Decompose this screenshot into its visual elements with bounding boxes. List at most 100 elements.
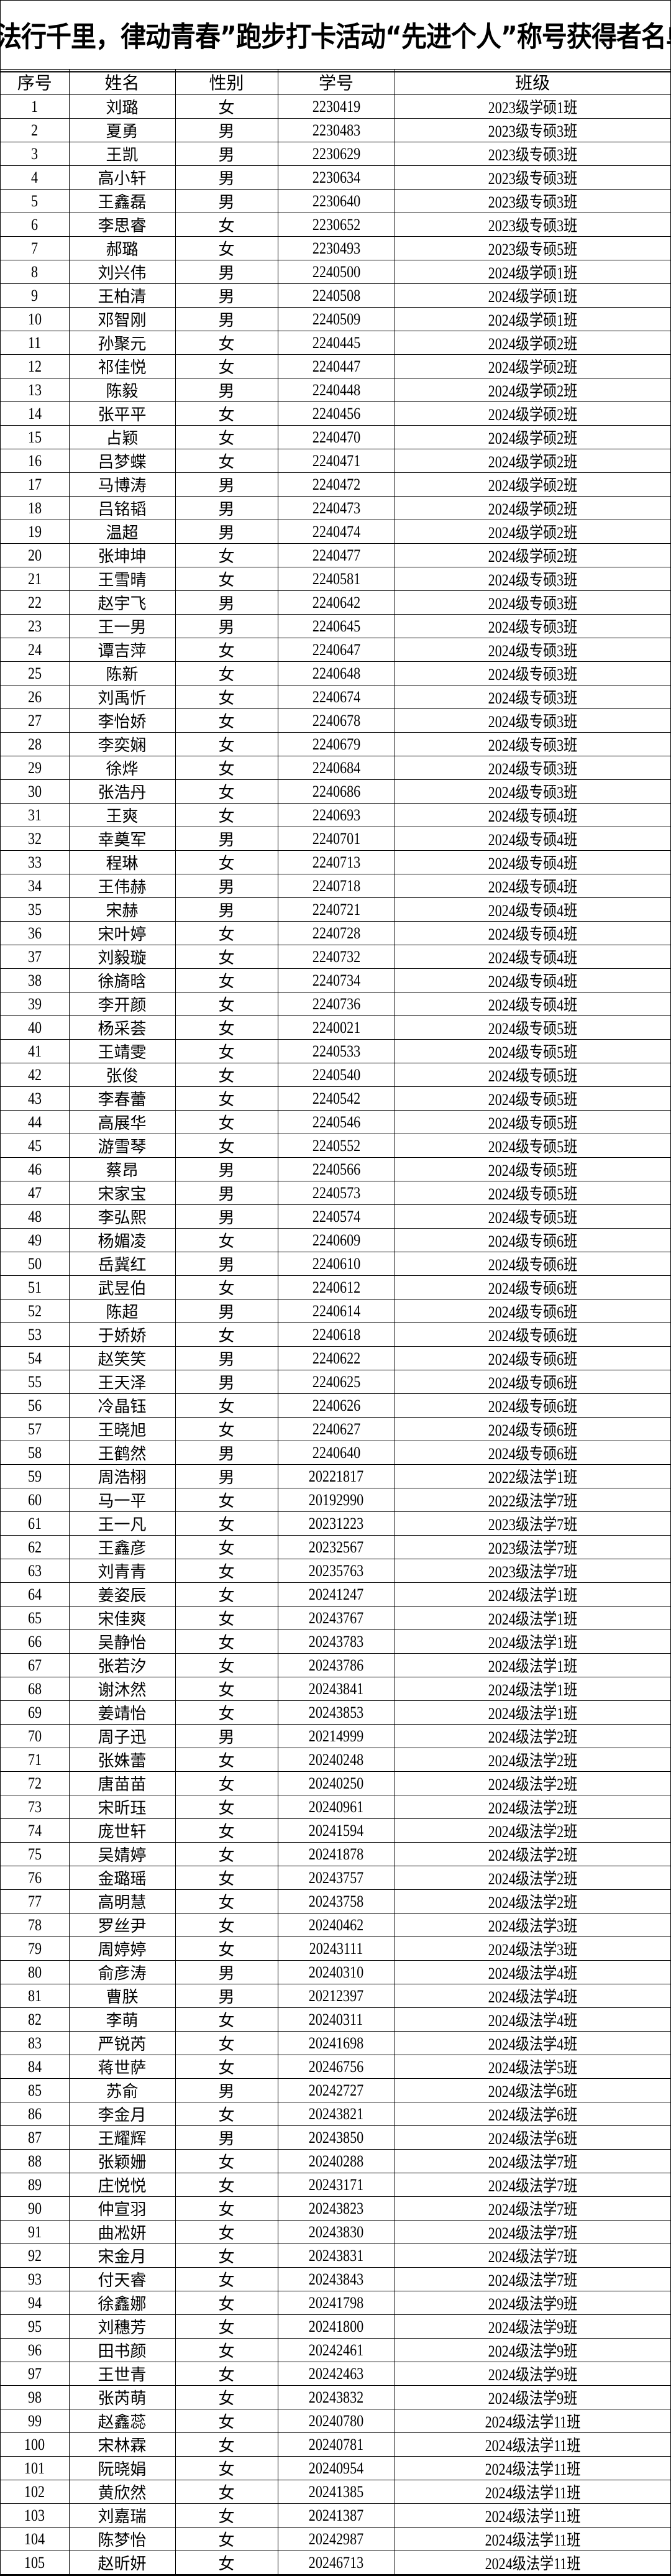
cell-gender: 男 xyxy=(175,897,278,922)
cell-student-id-text: 2240647 xyxy=(312,640,360,659)
cell-student-id-text: 2240674 xyxy=(312,687,360,706)
cell-gender: 男 xyxy=(175,1252,278,1276)
cell-index-text: 2 xyxy=(31,121,39,139)
cell-name: 吕铭韬 xyxy=(68,496,176,520)
cell-gender: 女 xyxy=(175,2527,278,2551)
cell-class-text: 2024级法学1班 xyxy=(488,1705,578,1723)
cell-gender-text: 男 xyxy=(218,1728,235,1746)
cell-gender-text: 女 xyxy=(218,855,235,873)
cell-gender-text: 女 xyxy=(218,2437,235,2455)
cell-class: 2024级专硕5班 xyxy=(394,1086,670,1111)
cell-student-id: 20241387 xyxy=(277,2503,395,2528)
cell-name-text: 黄欣然 xyxy=(98,2484,147,2502)
cell-gender-text: 女 xyxy=(218,666,235,684)
cell-gender-text: 男 xyxy=(218,1374,235,1392)
cell-name-text: 王爽 xyxy=(106,807,139,825)
cell-gender: 女 xyxy=(175,2480,278,2504)
cell-name-text: 吕梦蝶 xyxy=(98,453,147,471)
table-row: 53 于娇娇 女 2240618 2024级专硕6班 xyxy=(1,1322,670,1347)
cell-name-text: 游雪琴 xyxy=(98,1138,147,1156)
cell-student-id-text: 20241878 xyxy=(308,1845,364,1863)
cell-student-id-text: 20243171 xyxy=(308,2175,364,2194)
cell-name-text: 王凯 xyxy=(106,146,139,164)
cell-class-text: 2023级法学7班 xyxy=(488,1563,578,1581)
cell-student-id-text: 20243841 xyxy=(308,1679,364,1698)
cell-student-id: 20242461 xyxy=(277,2338,395,2362)
cell-name-text: 杨采荟 xyxy=(98,1020,147,1038)
cell-class-text: 2024级法学2班 xyxy=(488,1728,578,1746)
table-row: 1 刘璐 女 2230419 2023级学硕1班 xyxy=(1,94,670,119)
cell-index: 43 xyxy=(1,1086,70,1111)
cell-student-id: 2240684 xyxy=(277,756,395,780)
cell-name-text: 王伟赫 xyxy=(98,878,147,896)
table-row: 89 庄悦悦 女 20243171 2024级法学7班 xyxy=(1,2173,670,2197)
cell-gender: 女 xyxy=(175,567,278,591)
cell-class: 2024级专硕5班 xyxy=(394,1181,670,1205)
cell-index-text: 88 xyxy=(27,2152,42,2170)
cell-name-text: 张姝蕾 xyxy=(98,1752,147,1770)
cell-gender-text: 男 xyxy=(218,595,235,613)
cell-student-id: 20243767 xyxy=(277,1606,395,1630)
cell-gender-text: 男 xyxy=(218,122,235,140)
table-row: 34 王伟赫 男 2240718 2024级专硕4班 xyxy=(1,874,670,898)
cell-index-text: 53 xyxy=(27,1325,42,1344)
cell-index: 8 xyxy=(1,260,70,284)
cell-gender: 男 xyxy=(175,1464,278,1488)
cell-class: 2024级法学11班 xyxy=(394,2456,670,2480)
cell-student-id-text: 20243758 xyxy=(308,1892,364,1910)
cell-student-id-text: 20241247 xyxy=(308,1585,364,1603)
cell-name-text: 苏俞 xyxy=(106,2083,139,2101)
cell-class-text: 2024级法学9班 xyxy=(488,2366,578,2384)
cell-index-text: 6 xyxy=(31,215,39,234)
cell-index: 1 xyxy=(1,94,70,119)
cell-index-text: 9 xyxy=(31,286,39,305)
cell-name: 徐鑫娜 xyxy=(68,2291,176,2315)
cell-gender: 男 xyxy=(175,1346,278,1370)
cell-name-text: 付天睿 xyxy=(98,2271,147,2290)
cell-name-text: 武昱伯 xyxy=(98,1280,147,1298)
cell-gender: 男 xyxy=(175,1157,278,1181)
cell-gender: 女 xyxy=(175,2196,278,2221)
cell-student-id-text: 20240250 xyxy=(308,1774,364,1792)
cell-index: 72 xyxy=(1,1771,70,1795)
cell-gender: 女 xyxy=(175,94,278,119)
cell-class: 2024级学硕2班 xyxy=(394,331,670,355)
cell-name-text: 赵昕妍 xyxy=(98,2555,147,2573)
cell-gender-text: 女 xyxy=(218,217,235,235)
table-row: 31 王爽 女 2240693 2024级专硕4班 xyxy=(1,803,670,827)
cell-student-id: 20243821 xyxy=(277,2102,395,2126)
cell-name-text: 王一凡 xyxy=(98,1516,147,1534)
table-row: 105 赵昕妍 女 20246713 2024级法学11班 xyxy=(1,2551,670,2575)
cell-gender-text: 女 xyxy=(218,2177,235,2195)
cell-gender: 女 xyxy=(175,2267,278,2291)
cell-name: 宋家宝 xyxy=(68,1181,176,1205)
cell-class-text: 2024级学硕1班 xyxy=(488,264,578,282)
cell-index: 15 xyxy=(1,425,70,449)
cell-class: 2024级专硕4班 xyxy=(394,968,670,992)
cell-student-id-text: 2240614 xyxy=(312,1301,360,1320)
cell-index: 88 xyxy=(1,2149,70,2173)
cell-name: 宋昕珏 xyxy=(68,1795,176,1819)
cell-student-id: 2240622 xyxy=(277,1346,395,1370)
table-row: 52 陈超 男 2240614 2024级专硕6班 xyxy=(1,1299,670,1323)
cell-index: 29 xyxy=(1,756,70,780)
cell-class-text: 2024级专硕3班 xyxy=(488,666,578,684)
table-row: 25 陈新 女 2240648 2024级专硕3班 xyxy=(1,661,670,685)
cell-student-id-text: 20243821 xyxy=(308,2104,364,2123)
cell-name: 李萌 xyxy=(68,2007,176,2032)
cell-name: 庄悦悦 xyxy=(68,2173,176,2197)
cell-gender-text: 女 xyxy=(218,1681,235,1699)
cell-name-text: 张颖姗 xyxy=(98,2153,147,2171)
table-row: 92 宋金月 女 20243831 2024级法学7班 xyxy=(1,2244,670,2268)
cell-name: 蒋世萨 xyxy=(68,2055,176,2079)
cell-student-id: 20243830 xyxy=(277,2220,395,2244)
cell-class: 2024级法学7班 xyxy=(394,2173,670,2197)
cell-class: 2024级学硕2班 xyxy=(394,496,670,520)
cell-gender-text: 男 xyxy=(218,1162,235,1180)
cell-gender: 女 xyxy=(175,1228,278,1252)
cell-student-id-text: 20240954 xyxy=(308,2459,364,2477)
cell-index-text: 66 xyxy=(27,1632,42,1651)
cell-student-id: 2240470 xyxy=(277,425,395,449)
cell-student-id-text: 20240311 xyxy=(309,2010,363,2028)
cell-index: 99 xyxy=(1,2409,70,2433)
